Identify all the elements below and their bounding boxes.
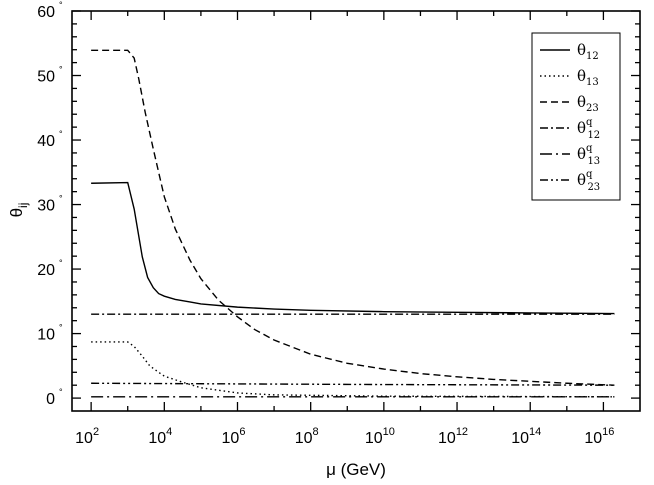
degree-symbol: ° bbox=[59, 258, 63, 268]
x-tick-label: 1016 bbox=[584, 426, 614, 447]
degree-symbol: ° bbox=[59, 387, 63, 397]
legend-label: θ23 bbox=[577, 93, 599, 114]
y-tick-labels: 0 ° 10 ° 20 ° 30 ° 40 ° 50 ° 60 ° bbox=[37, 0, 63, 408]
y-tick-label: 60 bbox=[37, 4, 55, 21]
legend-label: θq 12 bbox=[577, 117, 600, 141]
y-tick-label: 0 bbox=[46, 391, 55, 408]
x-tick-label: 1010 bbox=[365, 426, 395, 447]
y-tick-label: 10 bbox=[37, 327, 55, 344]
degree-symbol: ° bbox=[59, 194, 63, 204]
degree-symbol: ° bbox=[59, 129, 63, 139]
legend-label: θ12 bbox=[577, 41, 599, 62]
plot-frame bbox=[71, 10, 641, 412]
x-tick-label: 1012 bbox=[438, 426, 468, 447]
degree-symbol: ° bbox=[59, 0, 63, 10]
series-lines bbox=[91, 49, 615, 398]
svg-text:θij: θij bbox=[7, 203, 30, 218]
legend-label: θ13 bbox=[577, 67, 599, 88]
x-tick-label: 104 bbox=[148, 426, 172, 447]
axis-ticks bbox=[72, 10, 640, 411]
y-tick-label: 50 bbox=[37, 69, 55, 86]
y-axis-label-main: θ bbox=[7, 208, 26, 217]
y-axis-label: θij bbox=[7, 203, 30, 218]
x-tick-label: 1014 bbox=[511, 426, 541, 447]
series-line-2 bbox=[91, 341, 615, 398]
series-line-6 bbox=[91, 382, 615, 386]
x-axis-label: μ (GeV) bbox=[326, 460, 386, 479]
y-tick-label: 40 bbox=[37, 133, 55, 150]
x-tick-label: 108 bbox=[295, 426, 319, 447]
y-axis-label-sub: ij bbox=[16, 203, 30, 208]
degree-symbol: ° bbox=[59, 323, 63, 333]
x-tick-label: 106 bbox=[222, 426, 246, 447]
legend-box bbox=[531, 32, 621, 201]
series-line-1 bbox=[91, 181, 615, 315]
y-tick-label: 30 bbox=[37, 198, 55, 215]
degree-symbol: ° bbox=[59, 65, 63, 75]
x-tick-labels: 102 104 106 108 1010 1012 1014 1016 bbox=[75, 426, 614, 447]
legend-label: θq 13 bbox=[577, 143, 600, 167]
y-tick-label: 20 bbox=[37, 262, 55, 279]
x-tick-label: 102 bbox=[75, 426, 99, 447]
legend-label: θq 23 bbox=[577, 169, 600, 193]
